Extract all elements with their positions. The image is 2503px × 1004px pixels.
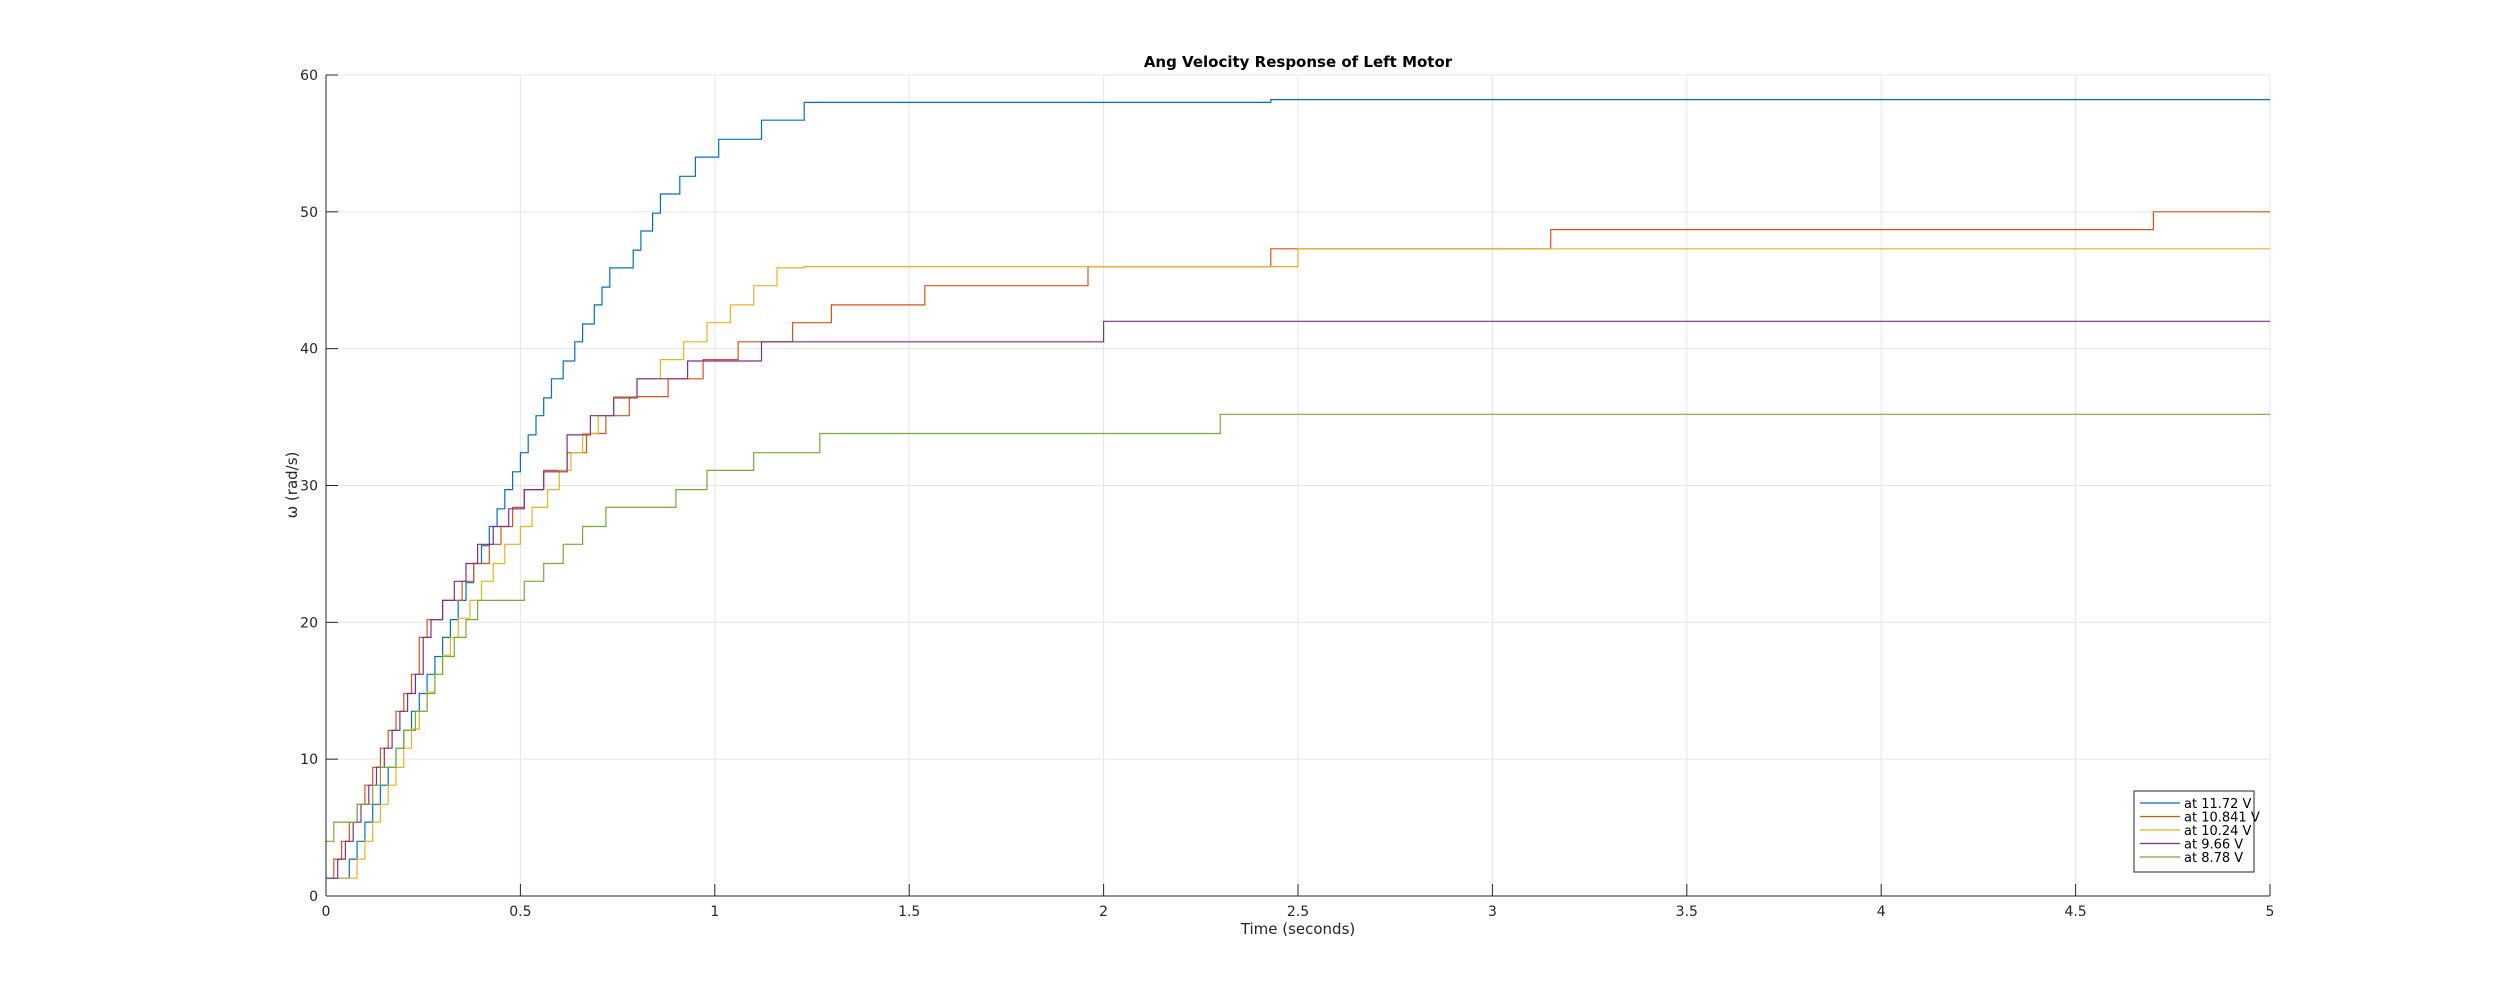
legend-label: at 10.841 V	[2184, 811, 2260, 826]
legend-label: at 10.24 V	[2184, 824, 2252, 839]
x-tick-label: 2.5	[1287, 904, 1309, 920]
chart-title: Ang Velocity Response of Left Motor	[1144, 53, 1453, 71]
legend-label: at 9.66 V	[2184, 838, 2243, 853]
x-tick-label: 3.5	[1676, 904, 1698, 920]
y-tick-label: 50	[300, 205, 318, 221]
y-tick-label: 40	[300, 342, 318, 358]
series-layer	[326, 99, 2270, 879]
x-tick-label: 4.5	[2064, 904, 2086, 920]
y-tick-label: 60	[300, 68, 318, 84]
legend-label: at 8.78 V	[2184, 851, 2243, 866]
series-line-5	[326, 413, 2270, 842]
y-tick-label: 30	[300, 479, 318, 495]
series-line-3	[326, 248, 2270, 879]
x-tick-label: 4	[1877, 904, 1886, 920]
y-axis-label: ω (rad/s)	[283, 452, 301, 519]
x-tick-label: 1	[710, 904, 719, 920]
legend: at 11.72 Vat 10.841 Vat 10.24 Vat 9.66 V…	[2133, 790, 2260, 873]
x-tick-label: 5	[2266, 904, 2275, 920]
x-tick-label: 3	[1488, 904, 1497, 920]
x-tick-label: 0.5	[509, 904, 531, 920]
grid-lines	[325, 74, 2271, 897]
y-tick-label: 0	[309, 889, 318, 905]
legend-box	[2133, 790, 2255, 873]
y-tick-label: 10	[300, 752, 318, 768]
series-line-4	[326, 320, 2270, 879]
x-tick-label: 2	[1099, 904, 1108, 920]
x-axis-label: Time (seconds)	[1240, 920, 1356, 938]
legend-label: at 11.72 V	[2184, 797, 2252, 812]
y-tick-label: 20	[300, 615, 318, 631]
x-tick-label: 1.5	[898, 904, 920, 920]
x-tick-label: 0	[322, 904, 331, 920]
